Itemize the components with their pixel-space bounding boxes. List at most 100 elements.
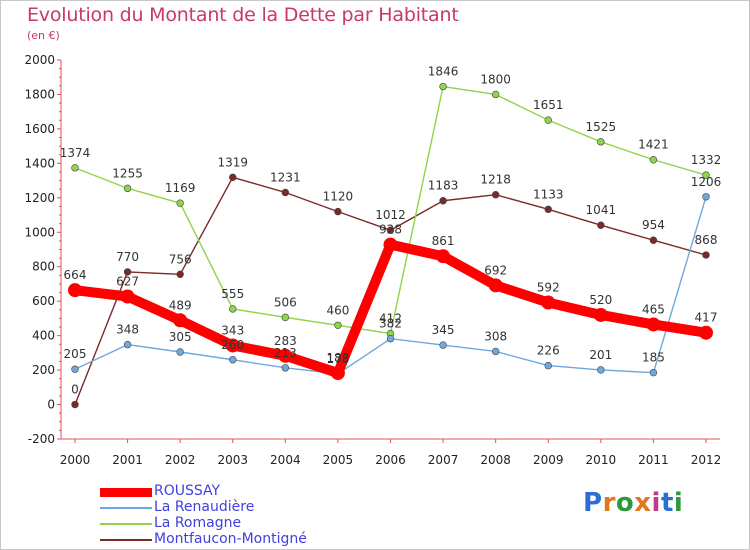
data-point: [649, 236, 658, 244]
data-label: 1041: [586, 203, 617, 217]
data-point: [649, 368, 658, 377]
logo-letter: r: [602, 488, 616, 518]
data-label: 1231: [270, 170, 301, 184]
data-label: 664: [64, 268, 87, 282]
data-label: 1012: [375, 208, 406, 222]
data-point: [281, 364, 290, 372]
data-label: 592: [537, 281, 560, 295]
x-tick-label: 2008: [480, 453, 511, 467]
data-point: [386, 226, 395, 234]
data-point: [120, 289, 135, 304]
data-point: [334, 207, 342, 216]
data-point: [123, 184, 132, 193]
data-point: [702, 193, 710, 201]
data-label: 213: [274, 346, 297, 360]
legend-swatch: [100, 488, 152, 497]
data-label: 756: [169, 252, 192, 266]
data-label: 928: [379, 223, 402, 237]
data-label: 1800: [480, 72, 511, 86]
data-point: [597, 138, 605, 146]
line-chart: -200 0 200 400 600 800 1000 1200 1400 1600 1800 200…: [24, 53, 722, 467]
data-point: [439, 82, 447, 91]
data-point: [649, 156, 658, 164]
logo-letter: P: [583, 488, 603, 518]
data-label: 0: [71, 383, 79, 397]
data-label: 555: [221, 287, 244, 301]
x-tick-label: 2003: [217, 453, 248, 467]
chart-unit: (en €): [27, 29, 60, 42]
data-label: 1332: [691, 153, 722, 167]
data-point: [176, 348, 184, 356]
data-label: 460: [326, 303, 349, 317]
chart-title: Evolution du Montant de la Dette par Hab…: [27, 4, 459, 26]
data-label: 348: [116, 323, 139, 337]
data-label: 770: [116, 250, 139, 264]
proxiti-logo: Proxiti: [583, 488, 683, 518]
data-point: [597, 221, 605, 229]
data-point: [383, 237, 398, 252]
series-3: [71, 173, 710, 409]
data-label: 1651: [533, 98, 564, 112]
data-label: 283: [274, 334, 297, 348]
data-label: 1133: [533, 187, 564, 201]
data-label: 861: [432, 234, 455, 248]
y-tick-label: 2000: [24, 53, 55, 67]
data-point: [229, 356, 237, 364]
data-point: [544, 205, 552, 214]
data-point: [436, 249, 451, 264]
data-point: [702, 171, 710, 179]
y-tick-label: 800: [32, 260, 55, 274]
data-point: [386, 335, 395, 343]
data-label: 1374: [60, 146, 91, 160]
data-point: [71, 365, 79, 373]
data-label: 308: [484, 329, 507, 343]
data-point: [71, 164, 79, 172]
data-point: [597, 366, 605, 374]
data-point: [593, 307, 608, 322]
data-point: [176, 270, 184, 279]
data-point: [541, 295, 556, 310]
data-point: [334, 321, 342, 329]
legend-swatch: [100, 507, 152, 509]
logo-letter: t: [660, 488, 674, 518]
data-point: [229, 173, 237, 182]
logo-letter: i: [673, 488, 684, 518]
y-tick-label: 1600: [24, 122, 55, 136]
data-label: 1255: [112, 166, 143, 180]
chart-axes: -200 0 200 400 600 800 1000 1200 1400 1600 1800 200…: [24, 53, 721, 467]
data-label: 1183: [428, 179, 459, 193]
data-labels-layer: 0 770 756 1319 1231 1120 1012 1183 1218 1133 1041 9…: [60, 65, 722, 397]
legend-swatch: [100, 539, 152, 541]
data-label: 226: [537, 344, 560, 358]
x-tick-label: 2000: [60, 453, 91, 467]
data-point: [439, 197, 447, 205]
data-label: 692: [484, 263, 507, 277]
data-label: 1206: [691, 175, 722, 189]
data-point: [281, 313, 290, 322]
y-tick-label: 1000: [24, 225, 55, 239]
legend-label: Montfaucon-Montigné: [154, 531, 307, 547]
y-tick-label: 600: [32, 294, 55, 308]
x-tick-label: 2002: [165, 453, 196, 467]
x-tick-label: 2005: [323, 453, 354, 467]
y-tick-label: 200: [32, 363, 55, 377]
data-point: [491, 90, 500, 99]
logo-letter: i: [651, 488, 661, 518]
legend-label: La Renaudière: [154, 499, 255, 515]
data-point: [123, 268, 132, 276]
data-label: 345: [432, 323, 455, 337]
data-label: 382: [379, 317, 402, 331]
x-tick-label: 2012: [691, 453, 722, 467]
data-point: [439, 341, 447, 349]
data-point: [176, 199, 184, 207]
data-label: 185: [642, 351, 665, 365]
series-2: [71, 82, 710, 338]
data-point: [646, 317, 661, 332]
data-label: 627: [116, 275, 139, 289]
data-label: 465: [642, 302, 665, 316]
data-point: [229, 305, 237, 313]
x-tick-label: 2011: [638, 453, 669, 467]
data-point: [225, 338, 240, 353]
data-label: 1846: [428, 65, 459, 79]
y-tick-label: 1200: [24, 191, 55, 205]
